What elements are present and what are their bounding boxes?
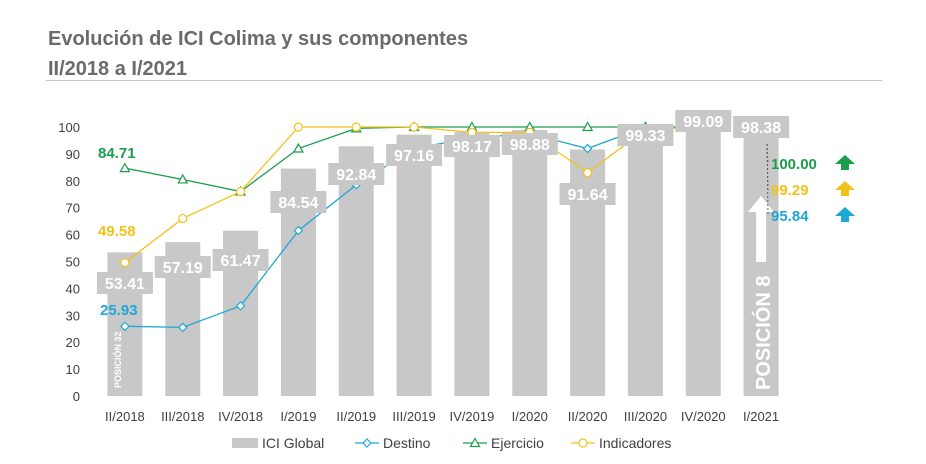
- x-tick-label: I/2020: [512, 409, 548, 424]
- x-tick-label: III/2020: [624, 409, 667, 424]
- bar: [396, 134, 432, 397]
- legend-label: Indicadores: [599, 435, 671, 451]
- chart-title-line1: Evolución de ICI Colima y sus componente…: [48, 28, 469, 50]
- series-point-destino: [235, 301, 246, 311]
- series-point-ejercicio: [582, 121, 594, 132]
- series-point-indicadores: [582, 168, 593, 178]
- bar-data-label: 97.16: [394, 148, 434, 165]
- bar-data-label: 99.09: [683, 114, 723, 131]
- bar-label-bg: [270, 191, 327, 213]
- bar-label-bg: [328, 163, 385, 185]
- series-point-indicadores: [235, 186, 246, 197]
- y-tick-label: 100: [58, 120, 80, 135]
- bar-data-label: 84.54: [278, 195, 318, 212]
- series-point-indicadores: [120, 258, 130, 268]
- ejercicio-start-label: 84.71: [98, 145, 136, 162]
- indicadores-start-label: 49.58: [98, 223, 136, 240]
- chart-title: Evolución de ICI Colima y sus componente…: [48, 24, 468, 84]
- x-tick-label: II/2019: [336, 409, 376, 424]
- legend-label: Ejercicio: [491, 435, 544, 451]
- series-point-indicadores: [293, 122, 304, 132]
- bar-label-bg: [675, 110, 732, 132]
- series-point-ejercicio: [292, 142, 304, 153]
- y-tick-label: 70: [66, 201, 80, 216]
- bar-label-bg: [733, 116, 790, 138]
- y-tick-label: 0: [73, 389, 80, 404]
- position-end-label: POSICIÓN 8: [751, 276, 775, 390]
- bar-label-bg: [386, 144, 443, 166]
- legend-label: Destino: [383, 435, 431, 451]
- x-tick-label: III/2018: [161, 409, 204, 424]
- x-tick-label: II/2020: [568, 409, 608, 424]
- bar-label-bg: [617, 124, 674, 146]
- title-divider: [46, 80, 882, 81]
- y-tick-label: 90: [66, 147, 80, 162]
- y-tick-label: 20: [66, 335, 80, 350]
- bar: [454, 131, 490, 396]
- legend-swatch-ici-global: [232, 438, 258, 448]
- x-tick-label: IV/2020: [681, 409, 726, 424]
- x-tick-label: IV/2019: [450, 409, 495, 424]
- series-point-indicadores: [178, 213, 188, 224]
- y-tick-label: 10: [66, 362, 80, 377]
- position-arrow-icon: [748, 196, 775, 262]
- chart-title-line2: II/2018 a I/2021: [48, 58, 188, 80]
- bar-label-bg: [212, 249, 269, 271]
- series-point-ejercicio: [119, 162, 131, 173]
- x-tick-label: I/2019: [280, 409, 316, 424]
- ejercicio-end-label: 100.00: [771, 156, 817, 173]
- bar-label-bg: [559, 183, 616, 205]
- destino-up-arrow-icon: [835, 207, 855, 222]
- legend-marker: [469, 437, 481, 448]
- bar-data-label: 98.17: [452, 139, 492, 156]
- bar: [627, 128, 663, 396]
- bar: [685, 129, 721, 396]
- series-point-ejercicio: [177, 173, 189, 184]
- legend-marker: [578, 438, 588, 448]
- bar-data-label: 92.84: [336, 167, 376, 184]
- bar-data-label: 91.64: [568, 187, 608, 204]
- series-point-destino: [120, 321, 130, 332]
- bar: [512, 130, 548, 396]
- bar-label-bg: [96, 272, 153, 294]
- end-connector-destino: [766, 143, 769, 217]
- bar-label-bg: [501, 133, 558, 155]
- series-point-indicadores: [351, 122, 361, 132]
- ejercicio-up-arrow-icon: [835, 155, 855, 170]
- bar-label-bg: [154, 256, 211, 278]
- y-tick-label: 30: [66, 308, 80, 323]
- series-point-destino: [293, 225, 304, 236]
- bar-data-label: 98.38: [741, 120, 781, 137]
- y-tick-label: 40: [66, 281, 80, 296]
- series-point-destino: [582, 143, 593, 154]
- legend-marker: [362, 438, 372, 448]
- x-tick-label: II/2018: [105, 409, 145, 424]
- bar-label-bg: [443, 135, 500, 157]
- position-start-label: POSICIÓN 32: [112, 331, 123, 388]
- x-tick-label: III/2019: [392, 409, 435, 424]
- indicadores-end-label: 99.29: [771, 182, 809, 199]
- series-point-destino: [177, 322, 188, 333]
- x-tick-label: I/2021: [743, 409, 779, 424]
- series-point-indicadores: [409, 122, 419, 132]
- y-tick-label: 80: [66, 174, 80, 189]
- y-tick-label: 50: [66, 255, 80, 270]
- legend-label: ICI Global: [262, 435, 324, 451]
- bar-data-label: 99.33: [625, 128, 665, 145]
- bar-data-label: 61.47: [221, 253, 261, 270]
- indicadores-up-arrow-icon: [835, 181, 855, 196]
- bar-data-label: 98.88: [510, 137, 550, 154]
- bar-data-label: 53.41: [105, 276, 145, 293]
- bar-data-label: 57.19: [163, 260, 203, 277]
- y-tick-label: 60: [66, 228, 80, 243]
- destino-end-label: 95.84: [771, 208, 809, 225]
- destino-start-label: 25.93: [100, 302, 138, 319]
- x-tick-label: IV/2018: [218, 409, 263, 424]
- bar: [743, 131, 779, 397]
